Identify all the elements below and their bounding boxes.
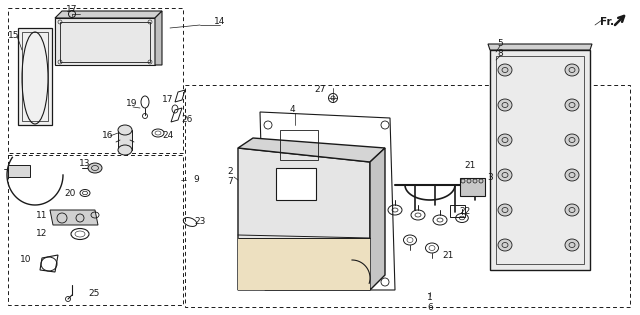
Ellipse shape <box>565 64 579 76</box>
Text: 20: 20 <box>64 188 76 198</box>
Text: 17: 17 <box>163 95 173 105</box>
Ellipse shape <box>565 99 579 111</box>
Text: 5: 5 <box>497 38 503 48</box>
Text: 12: 12 <box>36 230 48 238</box>
Polygon shape <box>55 11 162 18</box>
Text: 3: 3 <box>487 174 493 182</box>
Text: 24: 24 <box>163 131 173 140</box>
Polygon shape <box>488 44 592 50</box>
Polygon shape <box>155 11 162 65</box>
Bar <box>22 32 48 121</box>
Text: 26: 26 <box>181 116 193 124</box>
Bar <box>185 85 630 307</box>
Bar <box>280 130 318 160</box>
Bar <box>8 165 30 177</box>
Polygon shape <box>238 238 370 290</box>
Text: 15: 15 <box>8 32 20 41</box>
Text: 8: 8 <box>497 49 503 58</box>
Ellipse shape <box>88 163 102 173</box>
Text: 14: 14 <box>214 18 226 26</box>
Bar <box>60 22 150 62</box>
Text: 1: 1 <box>427 294 433 302</box>
Ellipse shape <box>118 125 132 135</box>
Text: 23: 23 <box>195 217 205 226</box>
Text: 16: 16 <box>102 131 114 140</box>
Bar <box>276 168 316 200</box>
Ellipse shape <box>498 134 512 146</box>
Ellipse shape <box>118 145 132 155</box>
Bar <box>8 155 183 305</box>
Text: 21: 21 <box>442 250 454 260</box>
Text: 11: 11 <box>36 210 48 220</box>
Text: 21: 21 <box>464 161 476 169</box>
Polygon shape <box>490 50 590 270</box>
Text: 17: 17 <box>67 5 77 14</box>
Text: 6: 6 <box>427 303 433 312</box>
Polygon shape <box>50 210 98 225</box>
Polygon shape <box>18 28 52 125</box>
Bar <box>8 8 183 153</box>
Bar <box>496 56 584 264</box>
Polygon shape <box>238 148 370 290</box>
Text: 2: 2 <box>227 168 233 176</box>
Text: 19: 19 <box>126 100 138 108</box>
Ellipse shape <box>565 169 579 181</box>
Ellipse shape <box>498 239 512 251</box>
Text: 4: 4 <box>289 106 295 114</box>
Text: 10: 10 <box>20 255 32 265</box>
Ellipse shape <box>498 169 512 181</box>
Text: 9: 9 <box>193 175 199 185</box>
Ellipse shape <box>565 239 579 251</box>
Ellipse shape <box>498 204 512 216</box>
Text: 22: 22 <box>460 208 470 216</box>
Ellipse shape <box>565 134 579 146</box>
Bar <box>460 178 485 196</box>
Text: 13: 13 <box>79 158 91 168</box>
Text: Fr.: Fr. <box>600 17 614 27</box>
Text: 27: 27 <box>314 85 326 94</box>
Polygon shape <box>55 18 155 65</box>
Ellipse shape <box>565 204 579 216</box>
Bar <box>118 130 132 150</box>
Text: 7: 7 <box>227 177 233 186</box>
Polygon shape <box>370 148 385 290</box>
Polygon shape <box>238 138 385 162</box>
Text: 25: 25 <box>88 289 100 297</box>
Ellipse shape <box>498 99 512 111</box>
Ellipse shape <box>498 64 512 76</box>
Bar <box>450 205 465 217</box>
